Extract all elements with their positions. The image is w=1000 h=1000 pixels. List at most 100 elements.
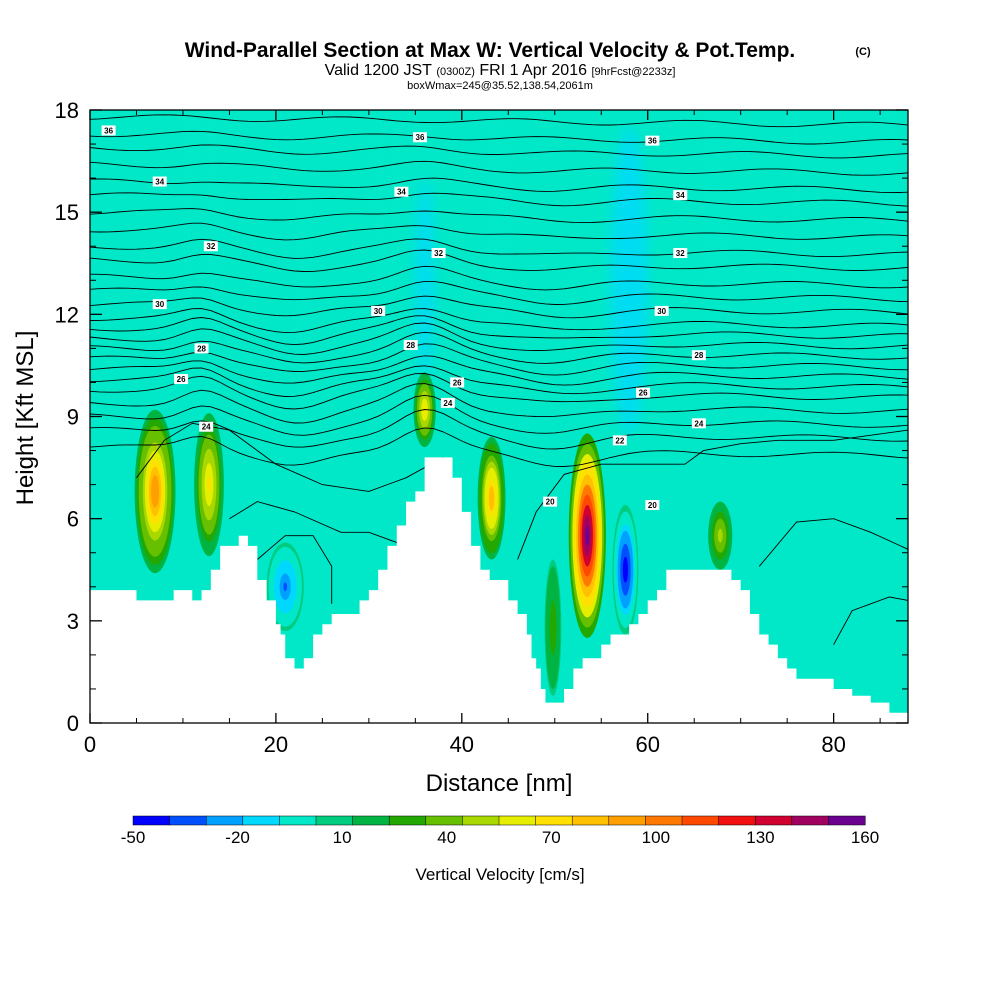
y-tick-label: 18 [55,98,79,123]
contour-label: 30 [654,305,669,316]
vertical-velocity-streaks [99,110,904,451]
colorbar-swatch [791,815,829,826]
colorbar-tick-label: 70 [542,828,561,847]
contour-label-text: 30 [155,300,164,309]
contour-label-text: 32 [434,249,443,258]
isentrope-line [90,144,908,159]
isentrope-line [90,322,908,355]
contour-label: 22 [612,435,627,446]
isentrope-line [90,383,908,424]
contour-label: 34 [152,176,167,187]
isentrope-line [90,308,908,334]
isentrope-line [90,177,908,194]
chart-title: Wind-Parallel Section at Max W: Vertical… [185,39,796,62]
velocity-streak [415,178,434,383]
y-tick-label: 6 [67,507,79,532]
potential-temperature-contours [90,114,908,645]
contour-label-text: 20 [648,501,657,510]
isentrope-line [758,518,908,567]
contour-label-text: 28 [406,341,415,350]
y-tick-label: 3 [67,609,79,634]
colorbar-swatch [205,815,244,826]
colorbar-tick-label: 160 [851,828,879,847]
contour-label-text: 30 [374,307,383,316]
vertical-velocity-cells [134,372,733,696]
x-tick-label: 40 [450,732,474,757]
contour-label: 36 [645,135,660,146]
colorbar-swatch [535,815,573,826]
velocity-cell [719,532,722,540]
contour-label-text: 22 [615,436,624,445]
contour-label-text: 34 [397,188,406,197]
colorbar-swatch [169,815,207,826]
isentrope-line [90,365,908,397]
contour-label-text: 24 [202,423,211,432]
colorbar-swatch [425,815,463,826]
y-tick-label: 12 [55,302,79,327]
y-tick-label: 9 [67,405,79,430]
velocity-streak [99,246,118,451]
isentrope-line [90,265,908,291]
isentrope-line [90,192,908,207]
colorbar-tick-label: 10 [333,828,352,847]
velocity-cell [585,525,590,546]
contour-label-text: 32 [206,242,215,251]
colorbar-swatch [242,815,280,826]
colorbar-swatch [315,815,354,826]
colorbar-tick-label: -20 [225,828,250,847]
colorbar-swatch [352,815,390,826]
isentrope-line [90,114,908,128]
contour-label: 20 [543,496,558,507]
velocity-cell [490,492,493,505]
velocity-cell [153,483,158,500]
y-axis-label: Height [Kft MSL] [12,331,39,506]
x-tick-label: 0 [84,732,96,757]
velocity-streak [610,127,648,434]
contour-label-text: 24 [694,419,703,428]
terrain-mask [90,457,908,723]
contour-label: 26 [174,374,189,385]
x-tick-label: 80 [821,732,845,757]
colorbar-swatch [828,815,866,826]
valid-main: Valid 1200 JST [325,62,433,79]
colorbar [132,815,866,826]
contour-label: 32 [431,248,446,259]
colorbar-swatch [608,815,646,826]
isentrope-line [90,208,908,224]
isentrope-line [90,373,908,410]
contour-label-text: 28 [694,351,703,360]
contour-label: 28 [194,343,209,354]
chart-subtitle: boxWmax=245@35.52,138.54,2061m [407,80,593,92]
contour-label: 26 [636,387,651,398]
contour-label: 32 [673,248,688,259]
contour-label: 24 [440,397,455,408]
contour-label-text: 28 [197,344,206,353]
isentrope-line [90,160,908,176]
isentrope-line [90,355,908,386]
x-axis: 0 20 40 60 80 [84,110,881,757]
isentrope-line [90,280,908,305]
contour-label-text: 36 [648,137,657,146]
contour-label: 32 [203,241,218,252]
x-axis-label: Distance [nm] [426,770,573,797]
valid-time-line: Valid 1200 JST (0300Z) FRI 1 Apr 2016 [9… [325,62,676,79]
contour-label: 36 [412,132,427,143]
contour-label: 20 [645,500,660,511]
isentrope-line [257,535,333,604]
isentrope-line [90,249,908,272]
contour-label-text: 26 [639,389,648,398]
velocity-streak [698,110,727,417]
contour-label-text: 30 [657,307,666,316]
contour-label: 30 [371,305,386,316]
isentrope-line [90,315,908,346]
colorbar-swatch [388,815,427,826]
colorbar-tick-label: 40 [437,828,456,847]
velocity-cell [624,563,627,577]
velocity-streak [787,110,806,417]
contour-label: 34 [673,190,688,201]
isentrope-line [90,295,908,319]
contour-label: 34 [394,186,409,197]
contour-label: 24 [199,421,214,432]
